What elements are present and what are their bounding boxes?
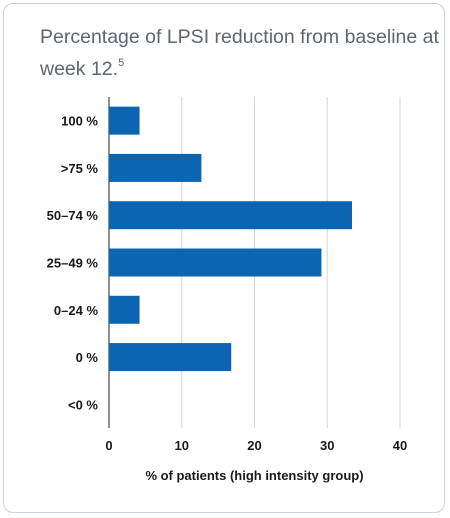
- bar-4: [109, 295, 140, 324]
- x-tick-label-40: 40: [393, 438, 407, 453]
- category-label-5: 0 %: [76, 350, 99, 365]
- chart-title-text: Percentage of LPSI reduction from baseli…: [40, 26, 439, 80]
- x-tick-label-30: 30: [320, 438, 334, 453]
- bar-5: [109, 343, 232, 372]
- x-tick-label-20: 20: [247, 438, 261, 453]
- x-tick-label-0: 0: [105, 438, 112, 453]
- category-label-3: 25–49 %: [47, 256, 99, 271]
- chart-title: Percentage of LPSI reduction from baseli…: [40, 24, 440, 82]
- bar-3: [109, 248, 322, 277]
- category-label-0: 100 %: [61, 114, 98, 129]
- bar-2: [109, 201, 352, 230]
- category-label-6: <0 %: [68, 397, 98, 412]
- chart-card: Percentage of LPSI reduction from baseli…: [3, 3, 445, 513]
- x-axis-title: % of patients (high intensity group): [145, 468, 363, 483]
- bar-1: [109, 153, 202, 182]
- category-label-1: >75 %: [61, 161, 99, 176]
- title-footnote-ref: 5: [118, 57, 125, 69]
- category-label-4: 0–24 %: [54, 303, 99, 318]
- bar-0: [109, 106, 140, 135]
- category-label-2: 50–74 %: [47, 208, 99, 223]
- x-tick-label-10: 10: [175, 438, 189, 453]
